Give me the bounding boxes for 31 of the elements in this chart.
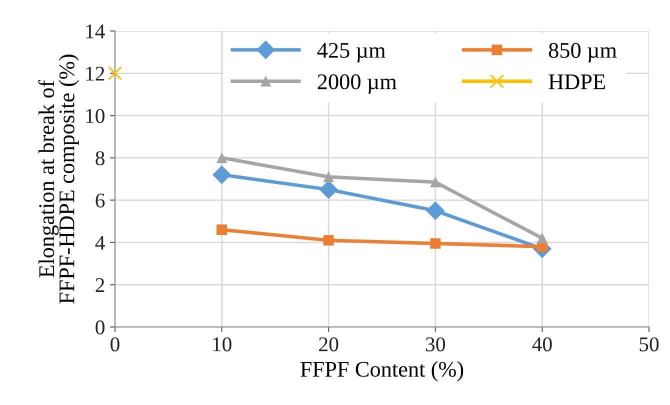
legend-label: 2000 µm <box>318 74 397 94</box>
point <box>212 166 231 184</box>
y-tick-label: 6 <box>96 194 105 208</box>
x-tick-label: 10 <box>213 337 232 352</box>
y-tick-label: 12 <box>86 66 104 81</box>
y-tick-label: 14 <box>86 24 105 38</box>
y-axis-title: Elongation at break of FFPF-HDPE composite (%) <box>38 54 79 304</box>
y-tick-label: 10 <box>86 108 104 124</box>
legend-label: 850 µm <box>548 42 617 62</box>
y-tick-label: 4 <box>95 236 105 250</box>
x-tick-label: 30 <box>426 337 446 352</box>
point <box>430 176 441 188</box>
point <box>323 172 334 182</box>
point <box>426 202 445 220</box>
y-tick-label: 2 <box>96 278 104 292</box>
x-tick-label: 20 <box>319 337 338 352</box>
x-tick-label: 40 <box>532 337 552 352</box>
point <box>216 152 228 164</box>
legend-label: HDPE <box>548 74 605 90</box>
legend-label: 425 µm <box>317 42 386 62</box>
x-axis-title: FFPF Content (%) <box>300 361 464 382</box>
point <box>430 238 441 249</box>
y-tick-label: 0 <box>96 320 104 334</box>
point <box>108 66 122 80</box>
point <box>216 224 228 235</box>
y-tick-label: 8 <box>96 151 104 166</box>
point <box>319 180 338 199</box>
x-tick-label: 0 <box>110 337 120 352</box>
point <box>536 232 548 244</box>
point <box>323 235 334 246</box>
x-tick-label: 50 <box>640 337 659 352</box>
